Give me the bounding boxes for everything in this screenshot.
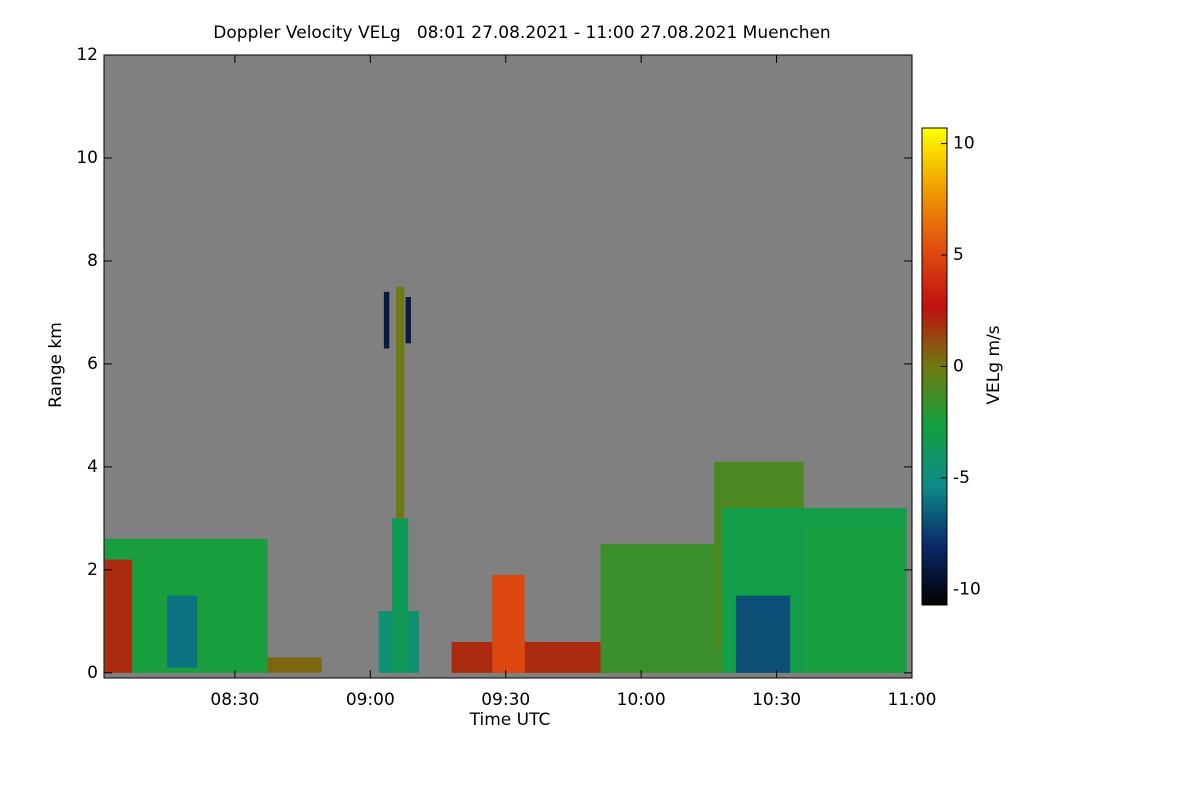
heat-cell: [600, 544, 723, 673]
heat-cell: [803, 528, 907, 673]
y-tick-label: 12: [76, 45, 98, 65]
heat-cell: [735, 595, 791, 673]
x-tick-label: 10:30: [752, 690, 801, 710]
x-tick-label: 08:30: [210, 690, 259, 710]
heat-cell: [383, 291, 390, 349]
heat-cell: [391, 518, 409, 673]
colorbar-tick-label: -10: [953, 579, 981, 599]
colorbar-label: VELg m/s: [984, 325, 1004, 404]
y-tick-label: 6: [87, 354, 98, 374]
y-tick-label: 8: [87, 251, 98, 271]
heat-cell: [267, 657, 322, 673]
heat-cell: [492, 575, 525, 673]
x-tick-label: 10:00: [617, 690, 666, 710]
x-axis-label: Time UTC: [469, 710, 551, 730]
colorbar-tick-label: 10: [953, 134, 975, 154]
heat-cell: [396, 286, 405, 519]
heat-cell: [405, 296, 411, 344]
y-tick-label: 0: [87, 663, 98, 683]
y-axis-label: Range km: [46, 322, 66, 408]
colorbar-tick-label: 5: [953, 245, 964, 265]
x-tick-label: 09:30: [481, 690, 530, 710]
plot-frame: [103, 54, 913, 679]
y-tick-label: 4: [87, 457, 98, 477]
x-tick-label: 11:00: [888, 690, 937, 710]
chart-title: Doppler Velocity VELg 08:01 27.08.2021 -…: [213, 23, 830, 43]
heat-cell: [167, 595, 197, 668]
x-tick-label: 09:00: [346, 690, 395, 710]
heat-cell: [104, 559, 132, 673]
colorbar-tick-label: -5: [953, 468, 970, 488]
y-tick-label: 10: [76, 148, 98, 168]
y-tick-label: 2: [87, 560, 98, 580]
colorbar-tick-label: 0: [953, 357, 964, 377]
heat-cell: [451, 641, 628, 673]
